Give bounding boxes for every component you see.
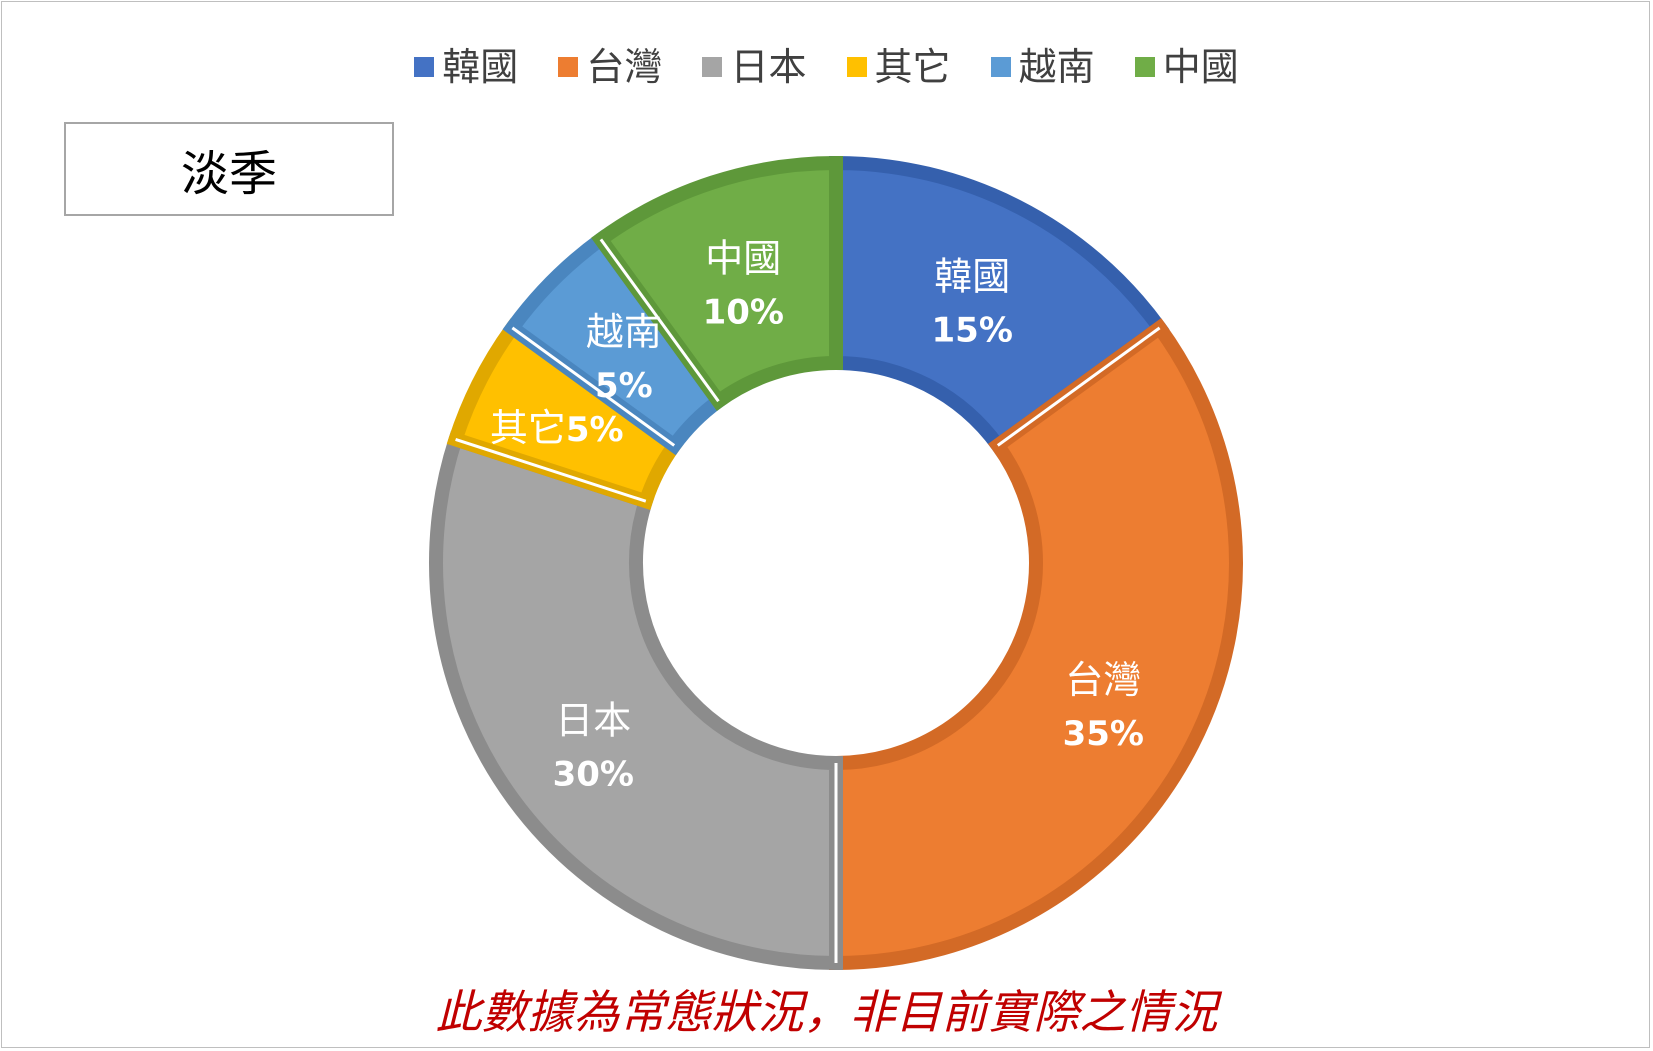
slice-label-china: 中國 10% bbox=[703, 237, 784, 333]
slice-separator bbox=[455, 437, 647, 503]
legend-swatch-japan bbox=[702, 56, 723, 77]
slice-separator bbox=[599, 238, 720, 403]
legend-label-japan: 日本 bbox=[730, 45, 807, 89]
slice-label-korea: 韓國 15% bbox=[932, 255, 1013, 351]
legend-label-other: 其它 bbox=[874, 45, 951, 89]
slice-label-other: 其它5% bbox=[490, 406, 624, 450]
slice-label-value: 5% bbox=[595, 366, 653, 406]
slice-label-vietnam: 越南 5% bbox=[586, 310, 662, 406]
slice-label-name: 日本 bbox=[555, 698, 631, 742]
legend-swatch-vietnam bbox=[990, 56, 1011, 77]
donut-slice-china bbox=[591, 155, 843, 411]
legend-label-vietnam: 越南 bbox=[1018, 45, 1095, 89]
legend-swatch-china bbox=[1134, 56, 1155, 77]
legend-swatch-korea bbox=[414, 56, 435, 77]
legend-item-china: 中國 bbox=[1134, 36, 1239, 91]
slice-separator bbox=[511, 326, 676, 447]
slice-label-value: 35% bbox=[1063, 714, 1144, 754]
legend-item-korea: 韓國 bbox=[414, 36, 518, 91]
legend-item-other: 其它 bbox=[846, 36, 951, 91]
chart-footnote: 此數據為常態狀況，非目前實際之情況 bbox=[435, 985, 1218, 1039]
slice-label-value: 15% bbox=[932, 311, 1013, 351]
slice-label-taiwan: 台灣 35% bbox=[1063, 658, 1144, 754]
slice-label-name: 其它 bbox=[490, 406, 566, 450]
slice-label-value: 30% bbox=[553, 754, 634, 794]
slice-label-value: 10% bbox=[703, 293, 784, 333]
legend-item-vietnam: 越南 bbox=[990, 36, 1095, 91]
slice-label-name: 台灣 bbox=[1065, 658, 1141, 702]
legend-item-taiwan: 台灣 bbox=[558, 36, 662, 91]
donut-slice-japan bbox=[429, 430, 843, 971]
slice-label-japan: 日本 30% bbox=[553, 698, 634, 794]
legend-swatch-taiwan bbox=[558, 56, 579, 77]
slice-label-name: 韓國 bbox=[934, 255, 1010, 299]
legend-label-taiwan: 台灣 bbox=[586, 45, 663, 89]
slice-label-value: 5% bbox=[566, 410, 624, 450]
slice-label-name: 越南 bbox=[586, 310, 662, 354]
legend-item-japan: 日本 bbox=[702, 36, 806, 91]
legend-swatch-other bbox=[846, 56, 867, 77]
donut-slice-korea bbox=[829, 155, 1170, 456]
season-label-box: 淡季 bbox=[64, 122, 394, 216]
slice-separator bbox=[996, 326, 1161, 447]
season-label: 淡季 bbox=[180, 146, 277, 202]
slice-label-name: 中國 bbox=[705, 237, 781, 281]
donut-slice-taiwan bbox=[829, 318, 1243, 971]
legend-label-china: 中國 bbox=[1162, 45, 1239, 89]
legend-label-korea: 韓國 bbox=[442, 45, 519, 89]
chart-legend: 韓國 台灣 日本 其它 越南 中國 bbox=[0, 36, 1653, 91]
